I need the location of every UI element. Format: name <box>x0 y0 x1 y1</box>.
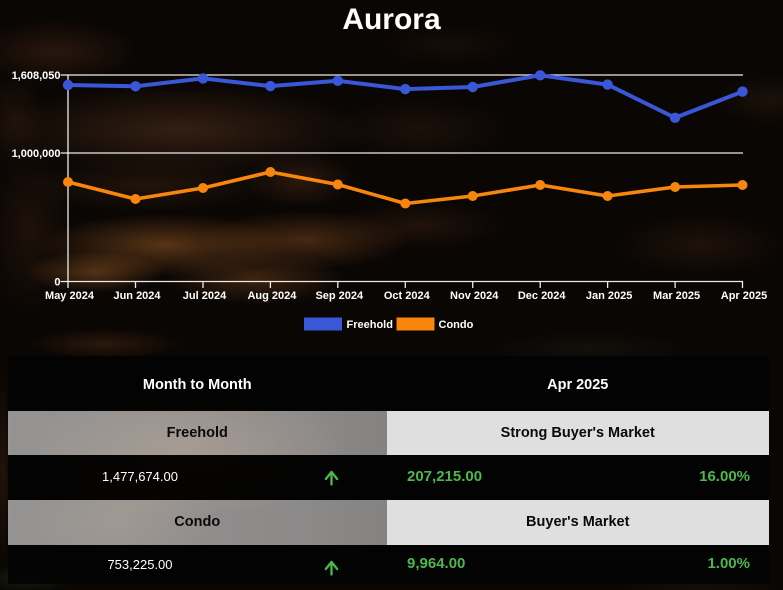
svg-text:Dec 2024: Dec 2024 <box>518 290 567 302</box>
svg-text:1,000,000: 1,000,000 <box>12 148 61 160</box>
svg-text:Sep 2024: Sep 2024 <box>315 290 364 302</box>
svg-text:Jan 2025: Jan 2025 <box>586 290 632 302</box>
svg-text:Apr 2025: Apr 2025 <box>721 290 767 302</box>
svg-text:Jun 2024: Jun 2024 <box>113 290 161 302</box>
svg-text:May 2024: May 2024 <box>45 290 95 302</box>
svg-text:Condo: Condo <box>439 319 474 331</box>
svg-text:Mar 2025: Mar 2025 <box>653 290 700 302</box>
svg-text:Jul 2024: Jul 2024 <box>183 290 227 302</box>
svg-text:Freehold: Freehold <box>347 319 393 331</box>
svg-text:1,608,050: 1,608,050 <box>12 70 61 82</box>
svg-text:Oct 2024: Oct 2024 <box>384 290 431 302</box>
svg-text:0: 0 <box>54 277 60 289</box>
svg-text:Nov 2024: Nov 2024 <box>450 290 499 302</box>
svg-text:Aug 2024: Aug 2024 <box>247 290 297 302</box>
